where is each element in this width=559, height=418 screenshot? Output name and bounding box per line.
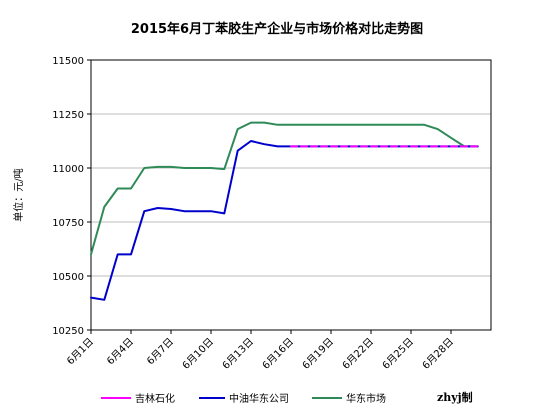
series-line xyxy=(90,121,479,256)
x-tick-label: 6月16日 xyxy=(260,336,296,372)
x-tick-label: 6月1日 xyxy=(64,336,96,368)
y-tick-label: 10750 xyxy=(52,218,84,229)
plot-area xyxy=(90,59,492,331)
x-tick-label: 6月10日 xyxy=(180,336,216,372)
x-axis: 6月1日 6月4日 6月7日 6月10日 6月13日 6月16日 6月19日 6月22日 6月2… xyxy=(64,330,456,372)
x-tick-label: 6月7日 xyxy=(144,336,176,368)
x-tick-label: 6月22日 xyxy=(340,336,376,372)
x-tick-label: 6月25日 xyxy=(380,336,416,372)
legend-label: 吉林石化 xyxy=(135,392,175,405)
x-tick-label: 6月13日 xyxy=(220,336,256,372)
x-tick-label: 6月28日 xyxy=(420,336,456,372)
legend-label: 中油华东公司 xyxy=(229,392,289,405)
y-tick-label: 11250 xyxy=(52,110,84,121)
x-tick-label: 6月19日 xyxy=(300,336,336,372)
y-tick-label: 10500 xyxy=(52,272,84,283)
chart-title: 2015年6月丁苯胶生产企业与市场价格对比走势图 xyxy=(131,21,423,37)
y-tick-label: 11000 xyxy=(52,164,84,175)
grid-lines xyxy=(91,113,491,277)
y-axis: 10250 10500 10750 11000 11250 11500 xyxy=(52,56,91,337)
y-tick-label: 10250 xyxy=(52,326,84,337)
x-tick-label: 6月4日 xyxy=(104,336,136,368)
credit-label: zhyj制 xyxy=(437,390,473,404)
legend-label: 华东市场 xyxy=(346,392,386,405)
y-axis-label: 单位：元/吨 xyxy=(12,168,25,221)
y-tick-label: 11500 xyxy=(52,56,84,67)
legend: 吉林石化 中油华东公司 华东市场 xyxy=(101,392,386,405)
series-group xyxy=(90,121,479,301)
